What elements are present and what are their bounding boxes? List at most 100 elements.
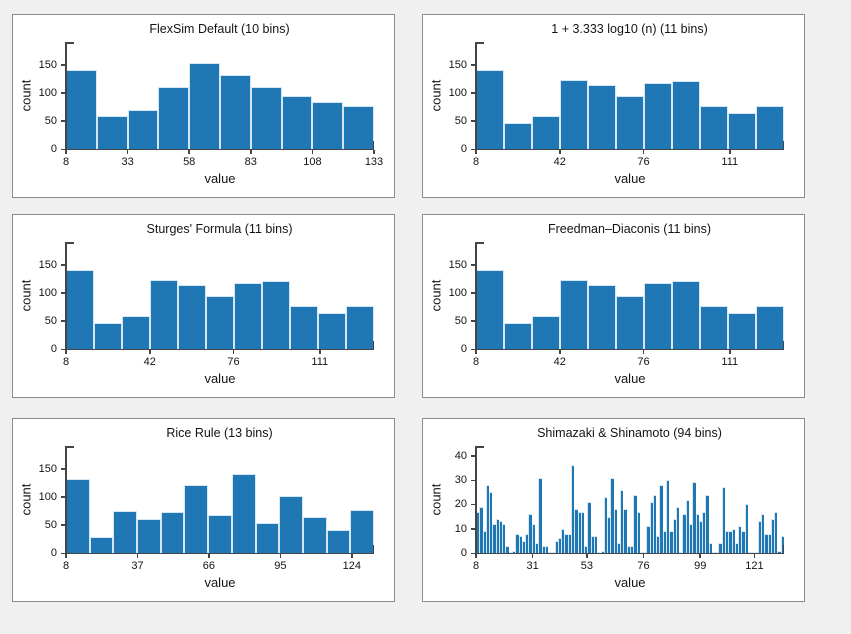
x-tick-label: 8 — [62, 156, 70, 168]
y-tick — [61, 348, 65, 350]
x-tick — [559, 350, 561, 354]
histogram-bar — [326, 529, 351, 553]
histogram-bar — [560, 80, 588, 149]
y-tick — [61, 64, 65, 66]
histogram-bar — [744, 504, 748, 553]
histogram-bar — [250, 87, 282, 149]
x-tick-label: 37 — [131, 560, 144, 572]
histogram-bar — [756, 105, 784, 149]
y-tick-label: 150 — [448, 258, 467, 271]
x-tick-label: 58 — [183, 156, 196, 168]
y-axis-line — [65, 242, 67, 349]
histogram-bar — [206, 295, 234, 349]
x-tick-label: 83 — [244, 156, 257, 168]
x-axis-label: value — [204, 575, 236, 590]
histogram-bar — [534, 543, 539, 553]
x-tick — [642, 350, 645, 354]
histogram-bar — [613, 509, 617, 553]
y-axis-top-cap — [475, 42, 484, 44]
x-tick — [475, 150, 477, 154]
x-tick — [373, 150, 375, 154]
y-tick — [471, 320, 475, 322]
y-tick — [471, 552, 475, 554]
x-axis-label: value — [614, 575, 646, 590]
y-tick-label: 0 — [50, 547, 57, 559]
histogram-bar — [757, 521, 762, 553]
x-axis-end-cap — [372, 341, 374, 350]
y-tick-label: 10 — [454, 522, 467, 535]
x-tick — [319, 350, 321, 354]
y-tick-label: 0 — [50, 143, 57, 155]
y-tick-label: 100 — [448, 286, 467, 299]
histogram-bar — [728, 112, 756, 149]
y-tick — [471, 92, 475, 94]
x-tick-label: 111 — [721, 156, 739, 168]
x-tick — [586, 554, 588, 558]
histogram-bar — [343, 105, 374, 149]
histogram-bar — [504, 322, 532, 349]
x-axis-label: value — [204, 371, 236, 386]
histogram-bar — [644, 82, 672, 149]
histogram-bar — [255, 522, 280, 553]
histogram-bar — [644, 282, 672, 349]
x-axis-line — [475, 148, 784, 150]
x-tick-label: 121 — [745, 560, 764, 572]
x-tick-label: 42 — [143, 356, 156, 368]
histogram-bar — [515, 533, 519, 553]
y-tick-label: 50 — [44, 518, 57, 531]
y-tick-label: 50 — [454, 314, 467, 327]
histogram-bar — [700, 106, 728, 149]
histogram-bar — [672, 518, 676, 553]
y-tick — [61, 552, 65, 554]
histogram-bar — [66, 70, 97, 149]
histogram-bar — [234, 282, 262, 349]
histogram-bar — [518, 535, 522, 553]
histogram-bar — [656, 535, 660, 553]
x-axis-end-cap — [782, 545, 784, 554]
histogram-bar — [532, 115, 560, 149]
histogram-bar — [485, 484, 490, 553]
histogram-bar — [587, 501, 591, 553]
x-axis-line — [475, 348, 784, 350]
histogram-bar — [770, 518, 775, 553]
histogram-bar — [178, 285, 206, 349]
x-tick — [475, 350, 477, 354]
histogram-bar — [94, 322, 122, 349]
histogram-bar — [476, 511, 480, 553]
histogram-bar — [616, 543, 621, 553]
x-tick-label: 99 — [694, 560, 707, 572]
y-tick-label: 20 — [454, 498, 467, 511]
chart-title: 1 + 3.333 log10 (n) (11 bins) — [551, 22, 708, 36]
chart-title: FlexSim Default (10 bins) — [149, 22, 290, 36]
y-axis-top-cap — [65, 242, 74, 244]
histogram-bar — [66, 270, 94, 349]
histogram-bar — [600, 550, 604, 553]
histogram-panel: Freedman–Diaconis (11 bins) count value … — [422, 214, 805, 398]
histogram-bar — [669, 531, 673, 553]
y-axis-line — [475, 242, 477, 349]
histogram-bar — [734, 543, 739, 553]
histogram-bar — [741, 531, 745, 553]
x-tick — [65, 554, 67, 558]
histogram-bar — [728, 312, 756, 349]
histogram-bar — [302, 516, 327, 553]
x-tick — [729, 350, 731, 354]
x-axis-end-cap — [782, 141, 784, 150]
y-tick — [61, 264, 65, 266]
histogram-bar — [312, 101, 344, 149]
histogram-bar — [554, 540, 558, 553]
histogram-bar — [504, 122, 532, 149]
y-tick-label: 0 — [460, 143, 467, 155]
histogram-bar — [521, 540, 526, 553]
y-tick-label: 150 — [448, 58, 467, 71]
histogram-bar — [738, 526, 742, 553]
histogram-bar — [630, 545, 634, 553]
x-tick — [188, 150, 190, 154]
x-tick-label: 108 — [303, 156, 322, 168]
histogram-bar — [685, 499, 689, 553]
x-tick — [149, 350, 151, 354]
histogram-bar — [761, 514, 765, 553]
histogram-bar — [560, 280, 588, 349]
y-tick — [471, 148, 475, 150]
histogram-bar — [189, 62, 220, 149]
